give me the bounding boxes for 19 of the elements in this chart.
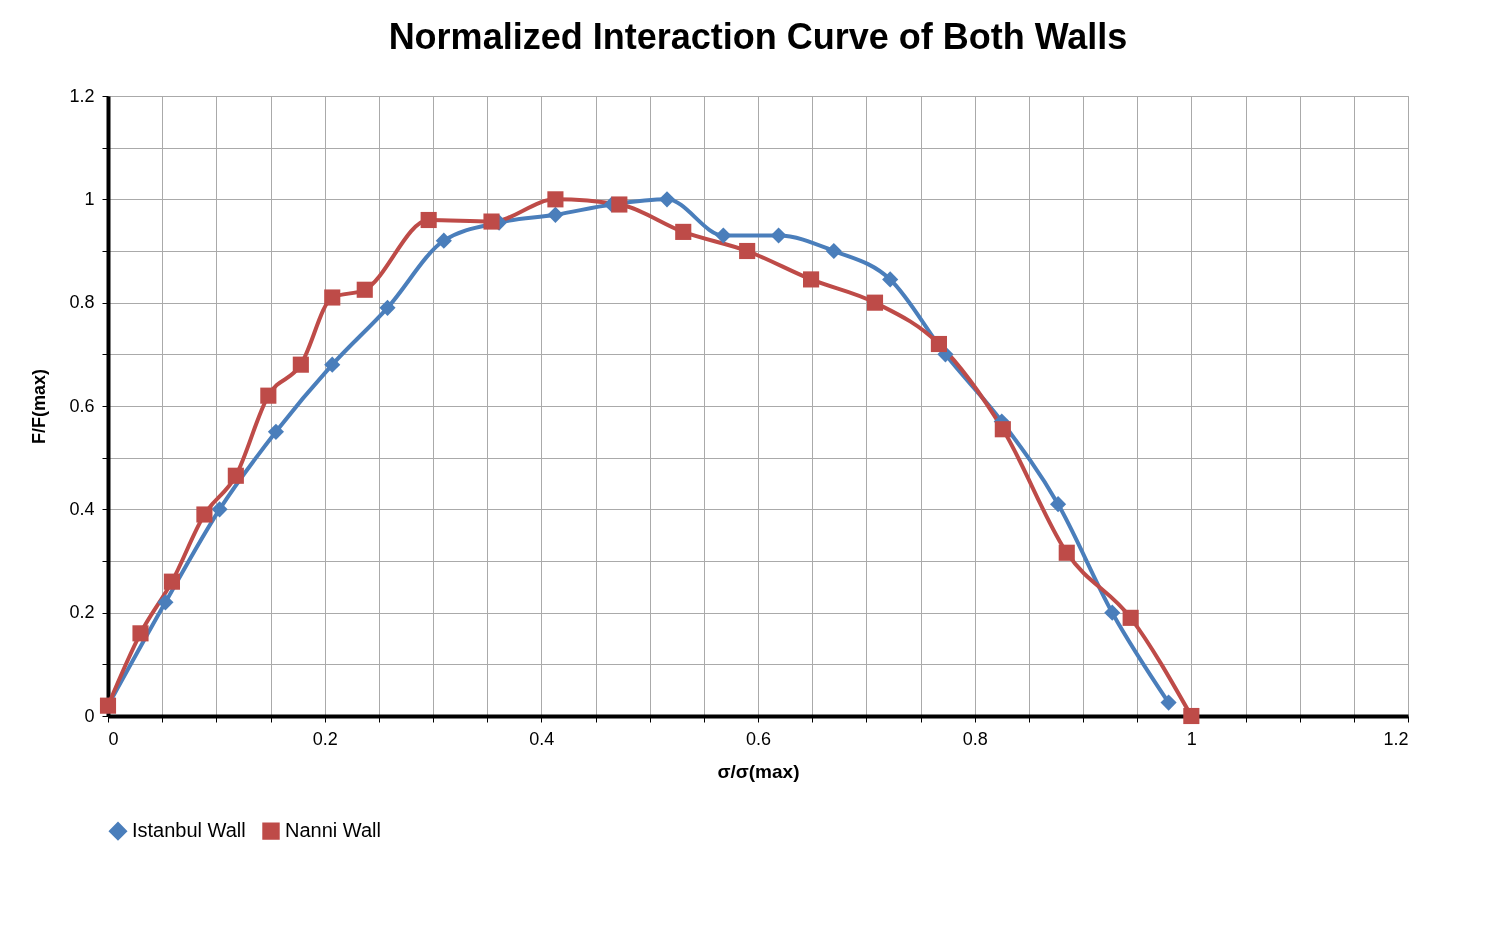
x-tick-label: 0.2: [312, 728, 338, 749]
x-tick-label: 1: [1186, 728, 1197, 749]
chart-title: Normalized Interaction Curve of Both Walls: [388, 16, 1128, 57]
y-tick-label: 0.8: [69, 292, 95, 313]
x-axis-title: σ/σ(max): [717, 760, 800, 782]
y-tick-label: 1: [84, 188, 95, 209]
y-tick-label: 0: [84, 705, 95, 726]
y-tick-label: 0.4: [69, 498, 95, 519]
y-axis-title: F/F(max): [29, 368, 50, 445]
x-tick-label: 1.2: [1383, 728, 1409, 749]
legend-label: Nanni Wall: [285, 819, 381, 842]
x-tick-label: 0.8: [962, 728, 988, 749]
y-tick-label: 1.2: [69, 85, 95, 106]
x-tick-label: 0: [108, 728, 119, 749]
x-tick-label: 0.4: [529, 728, 555, 749]
y-tick-label: 0.6: [69, 395, 95, 416]
legend-label: Istanbul Wall: [132, 819, 246, 842]
x-tick-label: 0.6: [745, 728, 772, 749]
y-tick-label: 0.2: [69, 602, 95, 623]
